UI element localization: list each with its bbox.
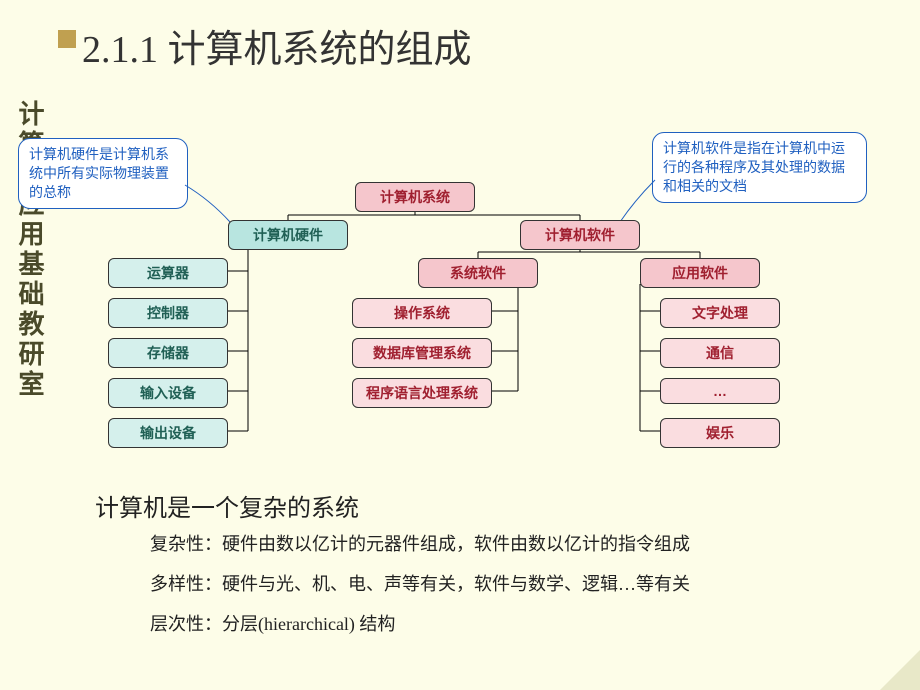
page-corner-fold-icon (880, 650, 920, 690)
page-title: 2.1.1 计算机系统的组成 (82, 18, 472, 73)
node-sys-child: 数据库管理系统 (352, 338, 492, 368)
body-line: 复杂性：硬件由数以亿计的元器件组成，软件由数以亿计的指令组成 (150, 530, 690, 556)
node-app-child: 娱乐 (660, 418, 780, 448)
body-heading: 计算机是一个复杂的系统 (95, 488, 359, 523)
node-sys-child: 程序语言处理系统 (352, 378, 492, 408)
node-hw-child: 存储器 (108, 338, 228, 368)
callout-hardware: 计算机硬件是计算机系统中所有实际物理装置的总称 (18, 138, 188, 209)
node-application-software: 应用软件 (640, 258, 760, 288)
node-system-software: 系统软件 (418, 258, 538, 288)
node-hw-child: 运算器 (108, 258, 228, 288)
node-app-child: 文字处理 (660, 298, 780, 328)
node-app-child: 通信 (660, 338, 780, 368)
node-hw-child: 输出设备 (108, 418, 228, 448)
node-app-child: … (660, 378, 780, 404)
body-line: 层次性：分层(hierarchical) 结构 (150, 610, 395, 636)
node-hw-child: 输入设备 (108, 378, 228, 408)
callout-software: 计算机软件是指在计算机中运行的各种程序及其处理的数据和相关的文档 (652, 132, 867, 203)
title-accent-square (58, 30, 76, 48)
node-hw-child: 控制器 (108, 298, 228, 328)
node-hardware: 计算机硬件 (228, 220, 348, 250)
node-sys-child: 操作系统 (352, 298, 492, 328)
node-root: 计算机系统 (355, 182, 475, 212)
node-software: 计算机软件 (520, 220, 640, 250)
body-line: 多样性：硬件与光、机、电、声等有关，软件与数学、逻辑…等有关 (150, 570, 690, 596)
